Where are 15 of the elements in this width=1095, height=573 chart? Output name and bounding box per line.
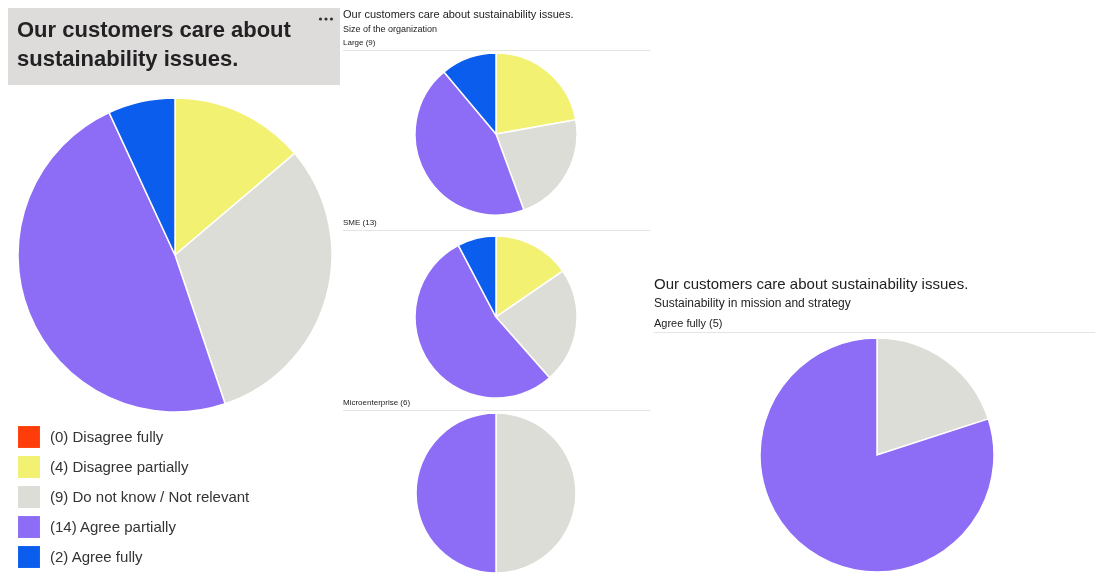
legend-label: (0) Disagree fully: [50, 428, 164, 445]
chart-title: Our customers care about sustainability issues.: [17, 16, 292, 73]
chart-title: Our customers care about sustainability issues.: [654, 275, 969, 292]
chart-title: Our customers care about sustainability issues.: [343, 8, 574, 20]
legend-label: (9) Do not know / Not relevant: [50, 488, 251, 505]
text: Agree fully (5): [654, 317, 1095, 333]
legend-label: (4) Disagree partially: [50, 458, 189, 475]
text: Large (9): [343, 38, 650, 51]
legend-label: (14) Agree partially: [50, 518, 177, 535]
text: Microenterprise (6): [343, 398, 650, 411]
pie-slice: [760, 338, 994, 572]
text: SME (13): [343, 218, 650, 231]
chart-subtitle: Size of the organization: [343, 24, 438, 34]
legend-label: (2) Agree fully: [50, 548, 144, 565]
chart-subtitle: Sustainability in mission and strategy: [654, 296, 851, 310]
